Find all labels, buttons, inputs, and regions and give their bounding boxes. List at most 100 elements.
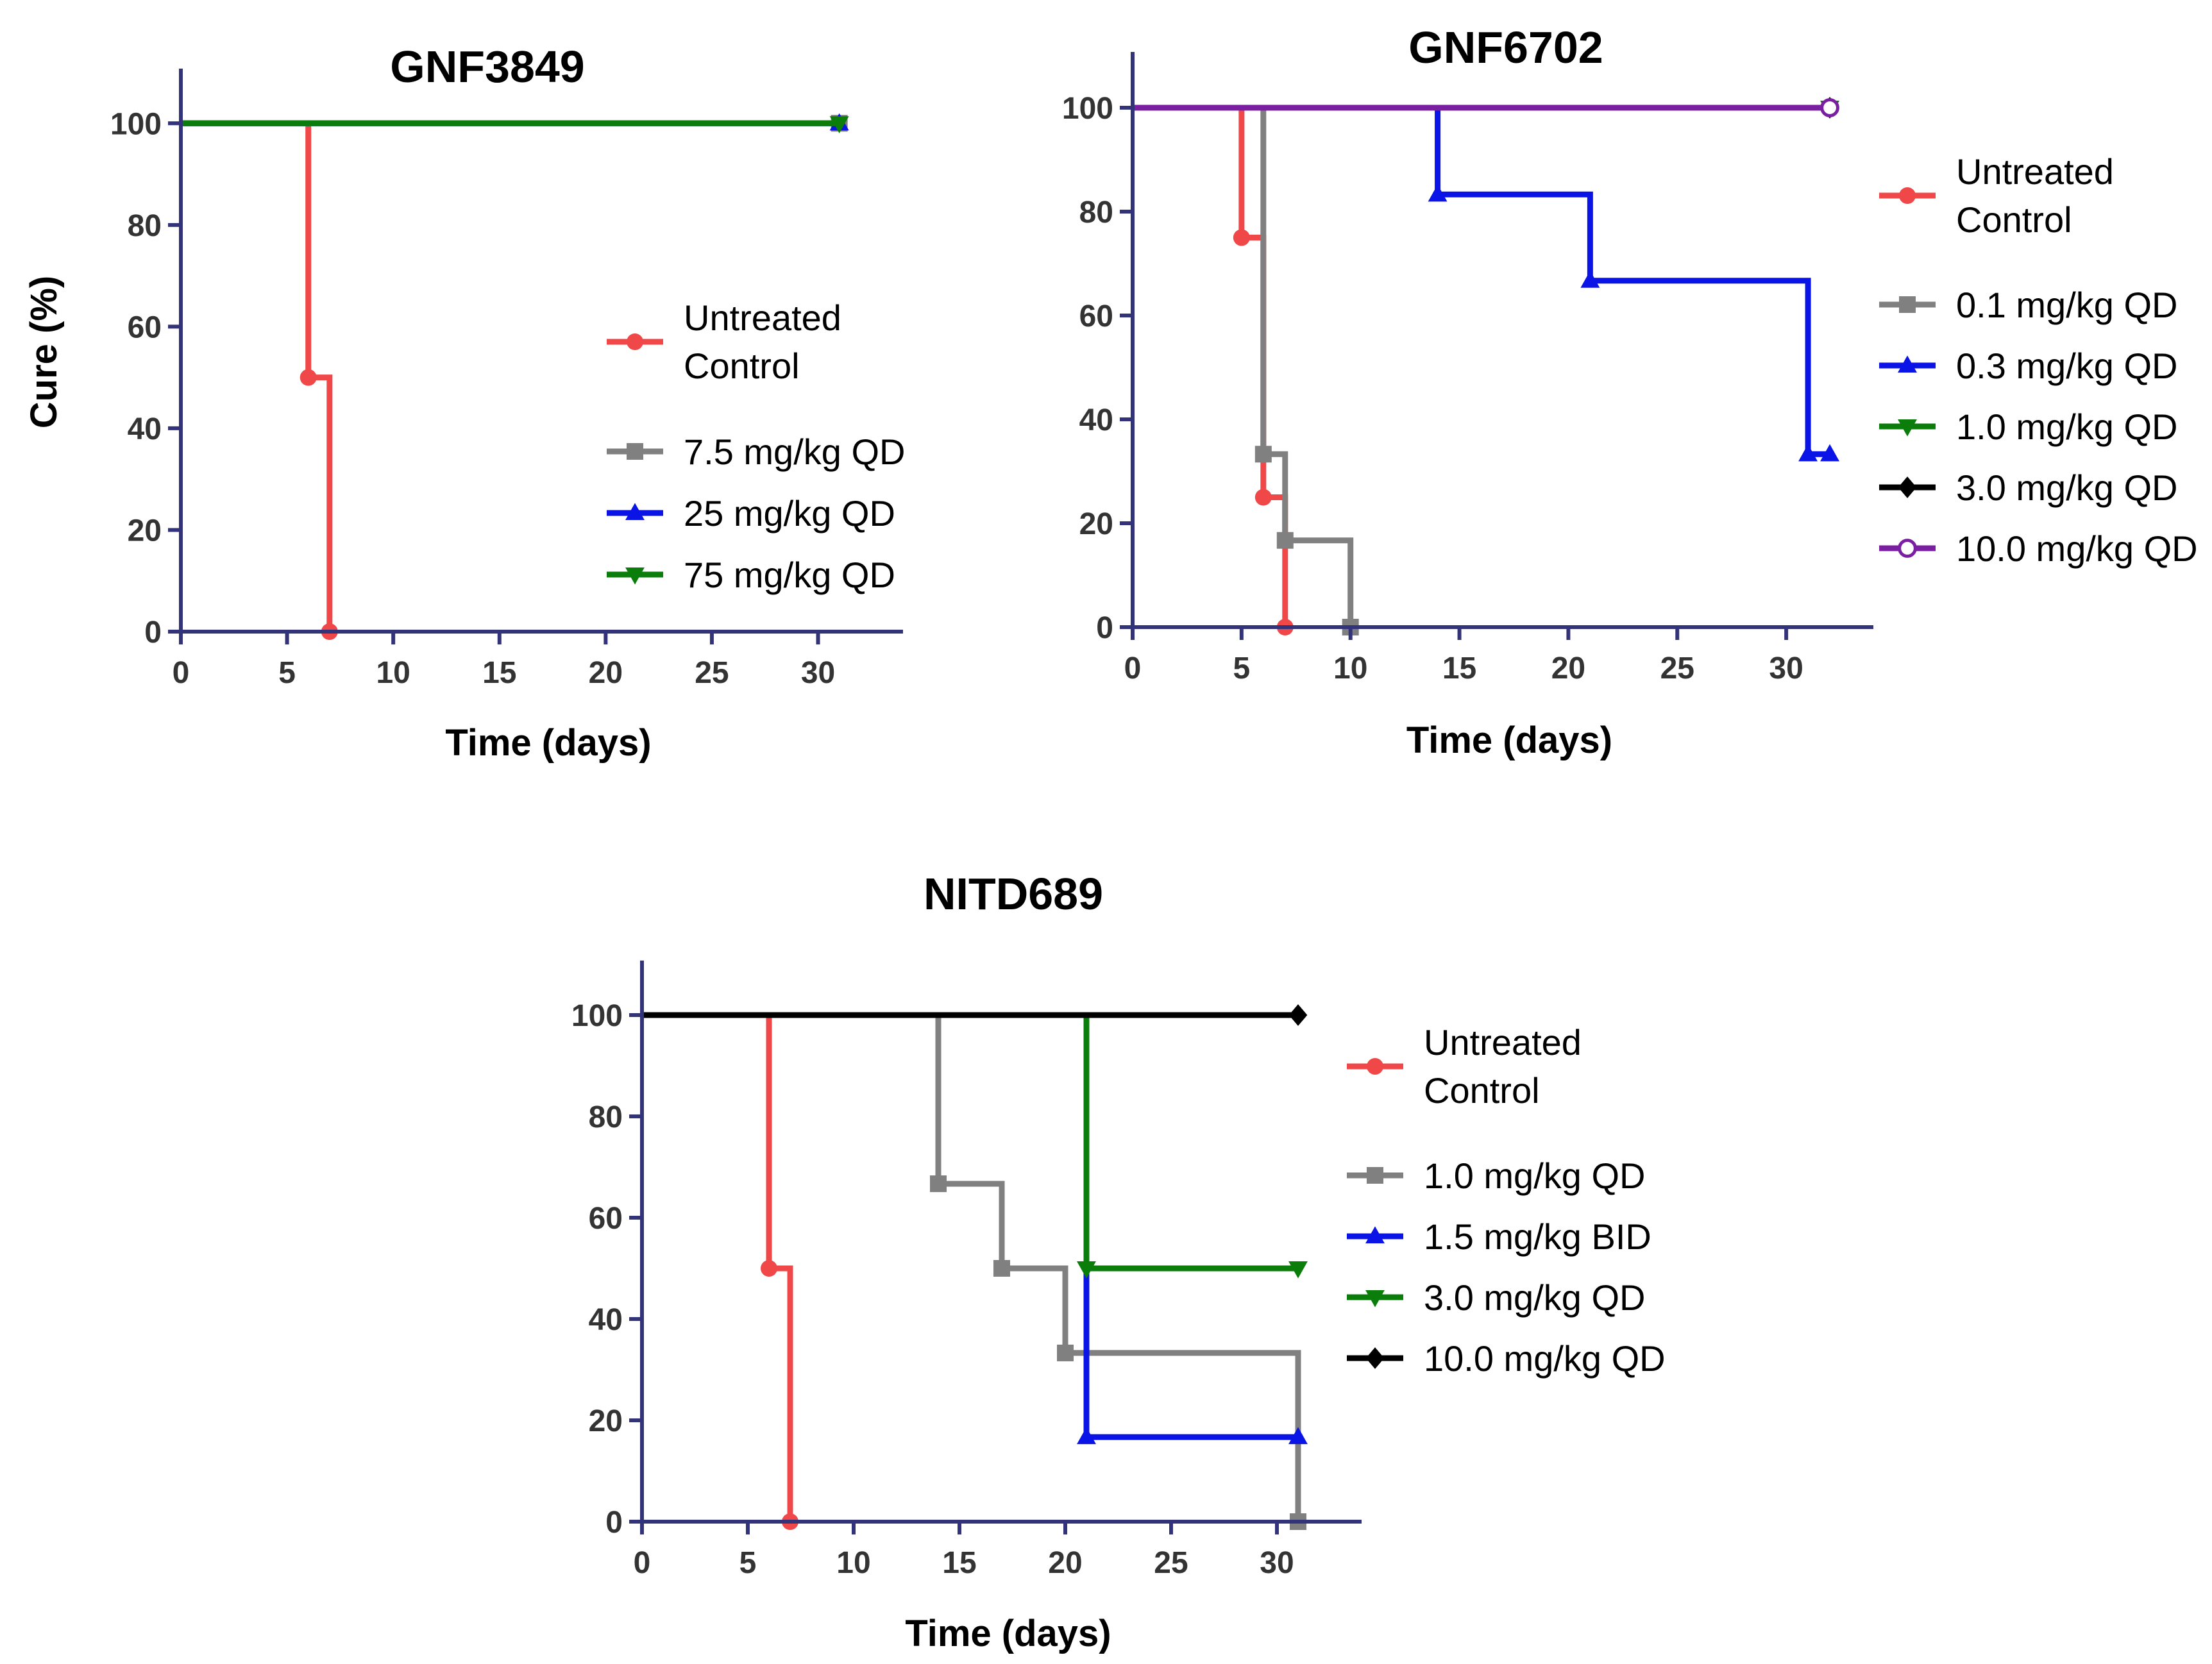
x-tick-label: 30 (1769, 651, 1803, 685)
y-tick-label: 0 (1096, 611, 1113, 645)
legend-label: 75 mg/kg QD (684, 555, 895, 595)
series-group (1133, 97, 1840, 635)
legend-marker (1898, 539, 1917, 558)
data-point (1820, 98, 1839, 117)
chart-nitd689: NITD689 0 20 40 60 80 100 0 5 10 15 20 25 30 Time (day… (571, 869, 1666, 1654)
legend-item: Untreated Control (607, 298, 841, 386)
data-point (930, 1175, 947, 1193)
y-tick-label: 80 (589, 1100, 623, 1134)
series-3 (181, 116, 849, 133)
legend-label: Untreated Control (1424, 1022, 1582, 1111)
legend-marker (1899, 187, 1916, 204)
y-tick-label: 100 (110, 107, 162, 141)
legend-marker (625, 503, 645, 521)
x-tick-label: 10 (1333, 651, 1367, 685)
x-tick-label: 15 (1442, 651, 1476, 685)
axes: 0 20 40 60 80 100 0 5 10 15 20 25 30 (1062, 52, 1873, 685)
data-point (1288, 1261, 1308, 1279)
legend-marker (1365, 1226, 1385, 1244)
data-point (829, 116, 849, 133)
chart-title: NITD689 (924, 869, 1103, 919)
y-axis-label: Cure (%) (23, 276, 65, 428)
legend-marker (1367, 1058, 1383, 1075)
x-tick-label: 0 (1124, 651, 1142, 685)
legend-label: 1.5 mg/kg BID (1424, 1216, 1651, 1257)
data-point (1820, 444, 1840, 462)
y-tick-label: 100 (1062, 92, 1113, 126)
data-point (1254, 489, 1272, 506)
legend-label: 25 mg/kg QD (684, 493, 895, 534)
legend-item: 1.0 mg/kg QD (1879, 407, 2177, 447)
y-tick-label: 20 (128, 514, 162, 548)
axes: 0 20 40 60 80 100 0 5 10 15 20 25 30 (571, 961, 1362, 1580)
y-tick-label: 40 (589, 1303, 623, 1337)
legend-item: 1.5 mg/kg BID (1347, 1216, 1651, 1257)
legend-item: 7.5 mg/kg QD (607, 432, 905, 472)
data-point (761, 1260, 777, 1277)
series-1 (1133, 105, 1359, 635)
legend-label: 10.0 mg/kg QD (1424, 1338, 1666, 1379)
data-point (1428, 184, 1448, 202)
legend-item: 0.3 mg/kg QD (1879, 346, 2177, 386)
legend-label: Untreated Control (684, 298, 841, 386)
legend-label: 3.0 mg/kg QD (1956, 467, 2177, 508)
legend-marker (1365, 1290, 1385, 1307)
data-point (300, 369, 317, 386)
legend: Untreated Control 0.1 mg/kg QD 0.3 mg/kg QD… (1879, 151, 2198, 569)
y-tick-label: 80 (128, 209, 162, 243)
data-point (1580, 271, 1600, 288)
x-axis-label: Time (days) (445, 722, 651, 764)
x-axis-label: Time (days) (1406, 719, 1612, 761)
y-tick-label: 60 (1079, 299, 1113, 333)
series-line (1133, 105, 1830, 457)
legend-item: 25 mg/kg QD (607, 493, 895, 534)
series-0 (642, 1012, 798, 1530)
series-0 (1133, 105, 1294, 635)
series-line (642, 1012, 1298, 1440)
legend-label: 0.3 mg/kg QD (1956, 346, 2177, 386)
chart-title: GNF3849 (390, 42, 584, 92)
data-point (1798, 444, 1818, 462)
legend-item: 3.0 mg/kg QD (1347, 1277, 1645, 1318)
y-tick-label: 40 (128, 412, 162, 446)
series-4 (642, 1004, 1308, 1026)
x-tick-label: 20 (1048, 1546, 1082, 1580)
data-point (1077, 1427, 1096, 1445)
legend-marker (625, 567, 645, 585)
y-tick-label: 60 (589, 1202, 623, 1236)
legend-marker (1367, 1167, 1383, 1184)
series-5 (1133, 98, 1839, 117)
x-tick-label: 25 (695, 656, 729, 690)
legend-marker (627, 443, 643, 460)
legend-label: Untreated Control (1956, 151, 2114, 240)
data-point (993, 1260, 1010, 1277)
y-tick-label: 0 (144, 616, 162, 650)
x-tick-label: 30 (1260, 1546, 1294, 1580)
series-0 (181, 120, 338, 640)
chart-gnf6702: GNF6702 0 20 40 60 80 100 0 5 10 15 20 25 30 Time (day… (1062, 22, 2198, 761)
legend-item: 3.0 mg/kg QD (1879, 467, 2177, 508)
legend-label: 1.0 mg/kg QD (1956, 407, 2177, 447)
data-point (1057, 1344, 1074, 1361)
series-line (642, 1012, 1298, 1272)
legend-label: 3.0 mg/kg QD (1424, 1277, 1645, 1318)
legend-item: 75 mg/kg QD (607, 555, 895, 595)
legend: Untreated Control 1.0 mg/kg QD 1.5 mg/kg BI… (1347, 1022, 1666, 1379)
data-point (1077, 1261, 1096, 1279)
axes: 0 20 40 60 80 100 0 5 10 15 20 25 30 (110, 69, 903, 690)
y-tick-label: 80 (1079, 196, 1113, 230)
data-point (1288, 1427, 1308, 1445)
series-line (642, 1012, 1301, 1522)
y-tick-label: 60 (128, 310, 162, 344)
series-group (181, 113, 849, 640)
legend-item: Untreated Control (1347, 1022, 1582, 1111)
data-point (1254, 446, 1272, 463)
legend-label: 7.5 mg/kg QD (684, 432, 905, 472)
legend-item: Untreated Control (1879, 151, 2114, 240)
y-tick-label: 20 (589, 1404, 623, 1438)
legend-marker (1898, 419, 1917, 437)
x-tick-label: 10 (376, 656, 410, 690)
data-point (1276, 532, 1294, 549)
x-tick-label: 15 (482, 656, 516, 690)
